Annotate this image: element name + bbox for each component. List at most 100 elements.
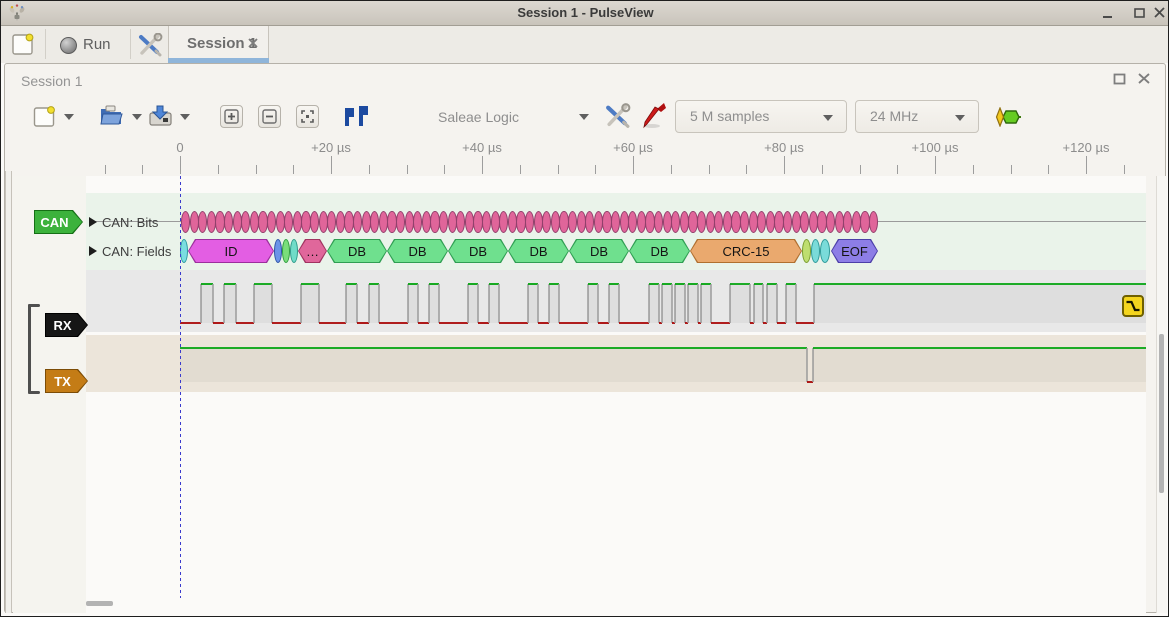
can-field-annotation: [274, 239, 282, 263]
ruler-tick: [670, 165, 672, 174]
ruler-tick-label: +20 µs: [311, 140, 351, 155]
can-field-label: DB: [347, 243, 367, 259]
sample-count-value: 5 M samples: [690, 108, 770, 124]
ruler-tick: [482, 156, 483, 174]
can-field-annotation: ID: [188, 239, 274, 263]
bits-row-expander[interactable]: [89, 217, 97, 227]
ruler-tick-label: +120 µs: [1062, 140, 1110, 155]
ruler-tick: [897, 165, 899, 174]
can-field-annotation: DB: [387, 239, 448, 263]
channel-group-bracket-bottom: [28, 391, 40, 394]
channel-group-bracket: [28, 304, 31, 394]
vertical-scrollbar-handle[interactable]: [1159, 334, 1164, 493]
device-dropdown-arrow: [579, 114, 589, 120]
ruler-tick: [821, 165, 823, 174]
can-field-annotation: DB: [448, 239, 508, 263]
close-button-icon[interactable]: [1153, 7, 1167, 19]
toolbar-separator: [45, 29, 46, 59]
run-state-icon: [60, 37, 77, 54]
fields-row-expander[interactable]: [89, 246, 97, 256]
can-field-label: DB: [589, 243, 609, 259]
ruler-tick: [331, 156, 332, 174]
zoom-fit-button[interactable]: [296, 105, 319, 128]
can-field-annotation: [820, 239, 830, 263]
can-field-annotation: …: [298, 239, 327, 263]
channels-probe-icon[interactable]: [639, 100, 667, 130]
settings-tools-icon[interactable]: [137, 33, 163, 57]
can-field-label: DB: [650, 243, 669, 259]
can-field-label: CRC-15: [722, 243, 770, 259]
decoder-tab-can[interactable]: CAN: [34, 210, 83, 234]
subwindow-maximize-icon[interactable]: [1113, 73, 1126, 85]
ruler-tick-label: +100 µs: [911, 140, 959, 155]
can-field-annotation: DB: [629, 239, 690, 263]
sample-rate-value: 24 MHz: [870, 108, 919, 124]
ruler-tick: [784, 156, 785, 174]
ruler-tick: [406, 165, 408, 174]
tab-active-indicator: [168, 58, 269, 63]
logic-waveforms: [180, 283, 1146, 383]
tab-close-icon[interactable]: [247, 37, 260, 50]
minimize-button-icon[interactable]: [1101, 7, 1115, 19]
can-field-annotation: [802, 239, 811, 263]
can-field-annotation: [811, 239, 820, 263]
sample-count-combobox[interactable]: 5 M samples: [675, 100, 847, 133]
rx-row-background[interactable]: [86, 270, 1146, 332]
can-field-annotation: [180, 239, 188, 263]
can-field-label: DB: [408, 243, 427, 259]
run-button[interactable]: Run: [51, 28, 123, 60]
ruler-tick: [180, 156, 181, 174]
zoom-in-button[interactable]: [220, 105, 243, 128]
window-title: Session 1 - PulseView: [517, 5, 654, 20]
subwindow-close-icon[interactable]: [1137, 72, 1151, 85]
left-splitter[interactable]: [5, 171, 12, 613]
new-view-icon[interactable]: [33, 105, 56, 128]
add-decoder-icon[interactable]: [994, 107, 1022, 127]
pulseview-logo-icon: [9, 4, 25, 21]
device-selector[interactable]: Saleae Logic: [421, 99, 601, 133]
window-titlebar[interactable]: Session 1 - PulseView: [1, 1, 1168, 26]
maximize-button-icon[interactable]: [1133, 7, 1147, 19]
device-config-icon[interactable]: [604, 103, 631, 129]
ruler-tick: [708, 165, 710, 174]
horizontal-scrollbar-handle[interactable]: [86, 601, 113, 606]
ruler-tick-label: +80 µs: [764, 140, 804, 155]
new-session-icon[interactable]: [11, 32, 35, 56]
can-field-label: DB: [529, 243, 548, 259]
time-zero-cursor[interactable]: [180, 176, 181, 598]
can-field-annotation: EOF: [831, 239, 878, 263]
can-field-label: DB: [468, 243, 488, 259]
zoom-out-button[interactable]: [258, 105, 281, 128]
can-field-label: ID: [224, 243, 238, 259]
new-view-dropdown-arrow[interactable]: [64, 114, 74, 120]
device-selector-label: Saleae Logic: [438, 109, 519, 125]
channel-tab-tx[interactable]: TX: [45, 369, 88, 393]
trigger-flags-icon[interactable]: [343, 106, 373, 128]
ruler-tick: [595, 165, 597, 174]
channel-tab-tx-label: TX: [54, 373, 71, 389]
ruler-tick: [444, 165, 446, 174]
sample-rate-arrow: [955, 115, 965, 121]
channel-tab-rx[interactable]: RX: [45, 313, 88, 337]
save-file-dropdown-arrow[interactable]: [180, 114, 190, 120]
falling-edge-trigger-marker[interactable]: [1122, 295, 1144, 317]
trace-label-pane: [13, 176, 86, 613]
channel-group-bracket-top: [28, 304, 40, 307]
fields-row-label: CAN: Fields: [102, 244, 172, 259]
ruler-tick: [1010, 165, 1012, 174]
ruler-tick: [972, 165, 974, 174]
can-field-annotation: DB: [508, 239, 569, 263]
ruler-tick: [293, 165, 295, 174]
can-field-annotation: DB: [327, 239, 387, 263]
bits-row-label: CAN: Bits: [102, 215, 159, 230]
tx-row-background[interactable]: [86, 335, 1146, 392]
sample-rate-combobox[interactable]: 24 MHz: [855, 100, 979, 133]
ruler-tick: [1048, 165, 1050, 174]
can-bit-annotation: [869, 211, 879, 233]
sample-count-arrow: [823, 115, 833, 121]
open-file-dropdown-arrow[interactable]: [132, 114, 142, 120]
ruler-tick-label: +60 µs: [613, 140, 653, 155]
save-file-icon[interactable]: [147, 103, 173, 128]
open-file-icon[interactable]: [98, 103, 124, 128]
